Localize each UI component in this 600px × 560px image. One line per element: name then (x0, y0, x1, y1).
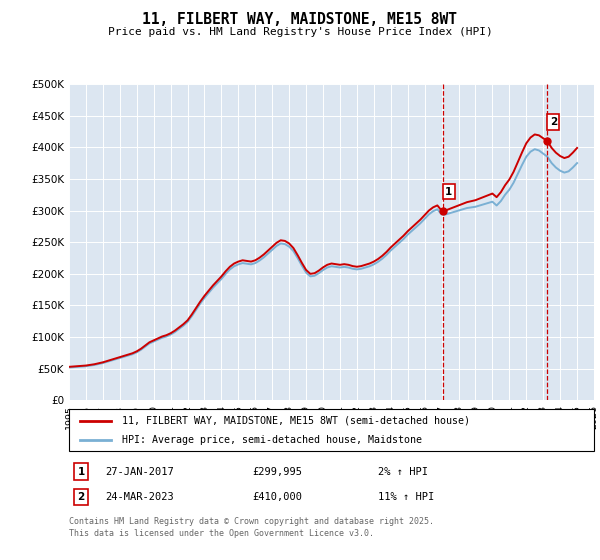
Text: 24-MAR-2023: 24-MAR-2023 (105, 492, 174, 502)
Text: 1: 1 (77, 466, 85, 477)
Text: 2: 2 (550, 117, 557, 127)
Text: 27-JAN-2017: 27-JAN-2017 (105, 466, 174, 477)
Text: 1: 1 (445, 186, 452, 197)
Text: 11% ↑ HPI: 11% ↑ HPI (378, 492, 434, 502)
Text: Contains HM Land Registry data © Crown copyright and database right 2025.: Contains HM Land Registry data © Crown c… (69, 517, 434, 526)
Text: HPI: Average price, semi-detached house, Maidstone: HPI: Average price, semi-detached house,… (121, 435, 421, 445)
Text: £410,000: £410,000 (252, 492, 302, 502)
Text: £299,995: £299,995 (252, 466, 302, 477)
Text: This data is licensed under the Open Government Licence v3.0.: This data is licensed under the Open Gov… (69, 529, 374, 538)
Text: 11, FILBERT WAY, MAIDSTONE, ME15 8WT: 11, FILBERT WAY, MAIDSTONE, ME15 8WT (143, 12, 458, 27)
Text: 2% ↑ HPI: 2% ↑ HPI (378, 466, 428, 477)
Text: Price paid vs. HM Land Registry's House Price Index (HPI): Price paid vs. HM Land Registry's House … (107, 27, 493, 37)
FancyBboxPatch shape (69, 409, 594, 451)
Text: 11, FILBERT WAY, MAIDSTONE, ME15 8WT (semi-detached house): 11, FILBERT WAY, MAIDSTONE, ME15 8WT (se… (121, 416, 470, 426)
Text: 2: 2 (77, 492, 85, 502)
